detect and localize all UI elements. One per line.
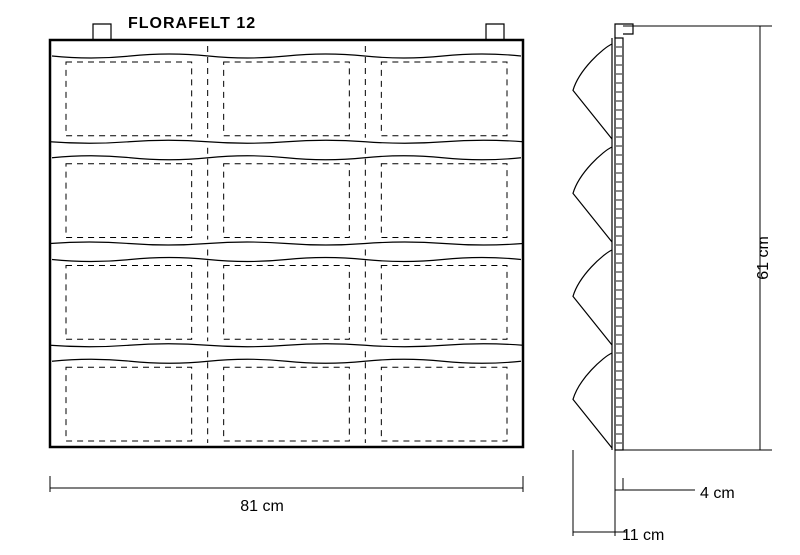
svg-text:61 cm: 61 cm	[755, 236, 772, 280]
diagram-canvas: 81 cm 61 cm 4 cm 11 cm	[0, 0, 800, 555]
svg-text:81 cm: 81 cm	[240, 498, 284, 515]
svg-text:4 cm: 4 cm	[700, 485, 735, 502]
svg-text:11 cm: 11 cm	[622, 527, 664, 544]
